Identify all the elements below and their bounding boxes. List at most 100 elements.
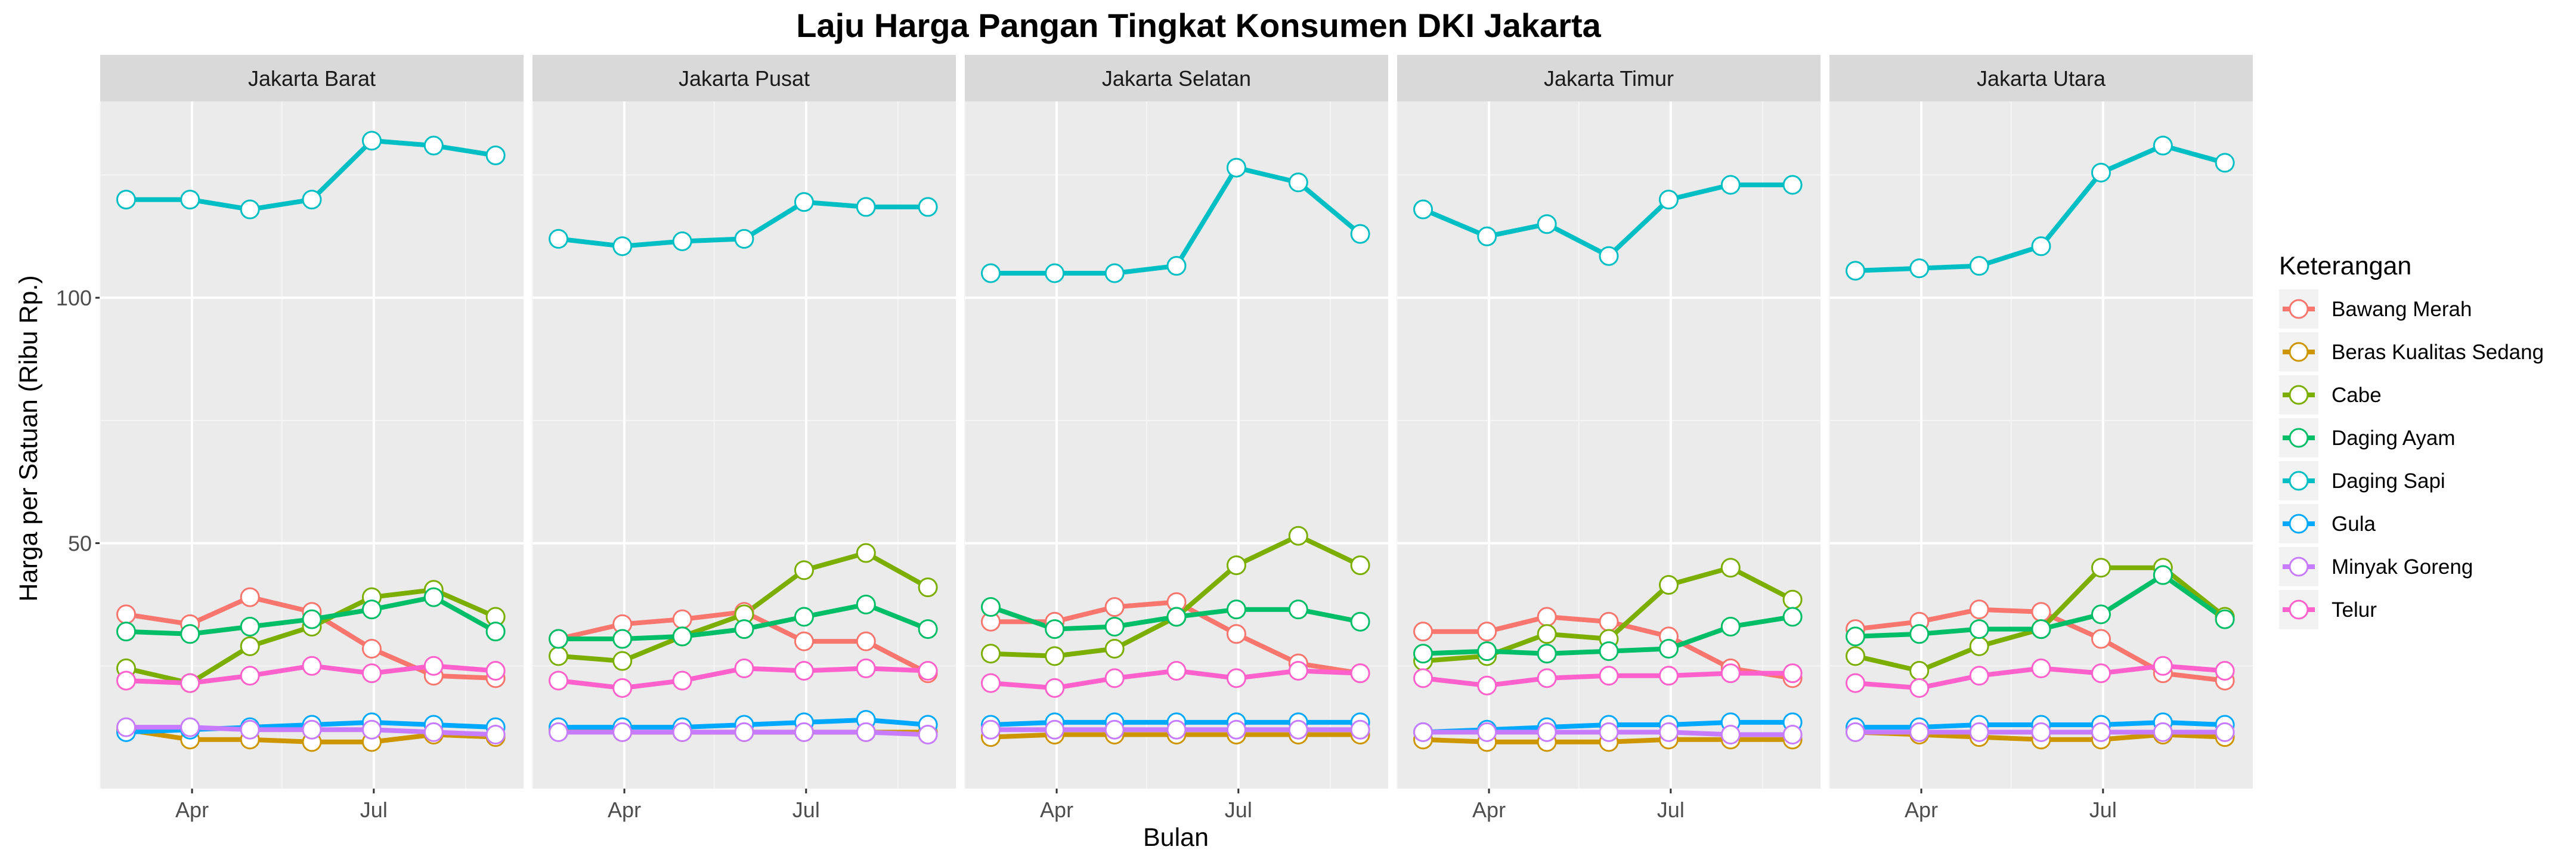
data-point-daging-ayam [1782, 607, 1803, 627]
data-point-daging-sapi [1599, 246, 1619, 266]
facet-strip [532, 55, 956, 101]
x-tick-label: Jul [1657, 798, 1685, 822]
data-point-telur [485, 661, 506, 681]
data-point-minyak-goreng [1166, 719, 1187, 740]
y-tick-label: 50 [68, 532, 92, 556]
data-point-minyak-goreng [1782, 724, 1803, 744]
data-point-daging-ayam [240, 616, 260, 636]
data-point-bawang-merah [794, 631, 814, 651]
data-point-telur [1045, 678, 1065, 698]
data-point-bawang-merah [856, 631, 876, 651]
data-point-daging-sapi [1537, 214, 1557, 234]
legend-key-point [2289, 342, 2309, 362]
data-point-daging-sapi [1658, 190, 1679, 210]
data-point-minyak-goreng [1599, 722, 1619, 742]
data-point-cabe [1226, 555, 1246, 576]
data-point-daging-sapi [734, 228, 754, 249]
data-point-daging-sapi [116, 190, 137, 210]
data-point-cabe [1846, 646, 1866, 666]
data-point-telur [1782, 663, 1803, 684]
data-point-minyak-goreng [1104, 719, 1125, 740]
data-point-telur [1537, 668, 1557, 688]
x-tick-label: Apr [175, 798, 209, 822]
x-tick-label: Apr [608, 798, 641, 822]
data-point-telur [918, 661, 938, 681]
data-point-daging-sapi [240, 199, 260, 220]
legend-key-point [2289, 385, 2309, 405]
data-point-minyak-goreng [1477, 722, 1497, 742]
legend-label: Daging Sapi [2332, 469, 2445, 493]
x-tick-label: Jul [2089, 798, 2117, 822]
data-point-minyak-goreng [1537, 722, 1557, 742]
data-point-minyak-goreng [672, 722, 692, 742]
data-point-daging-sapi [180, 190, 200, 210]
data-point-telur [1226, 668, 1246, 688]
data-point-telur [1350, 663, 1370, 684]
data-point-daging-ayam [1288, 600, 1308, 620]
data-point-daging-ayam [1166, 607, 1187, 627]
data-point-daging-sapi [1104, 263, 1125, 283]
data-point-cabe [2091, 558, 2111, 578]
facet-strip [1397, 55, 1820, 101]
data-point-cabe [1288, 526, 1308, 546]
data-point-daging-ayam [485, 622, 506, 642]
data-point-telur [1846, 673, 1866, 693]
data-point-minyak-goreng [423, 722, 444, 742]
data-point-cabe [794, 560, 814, 580]
data-point-telur [180, 673, 200, 693]
data-point-telur [423, 656, 444, 676]
data-point-cabe [1104, 638, 1125, 659]
data-point-cabe [612, 651, 633, 671]
data-point-cabe [981, 644, 1001, 664]
data-point-minyak-goreng [302, 719, 322, 740]
legend-item-gula: Gula [2279, 504, 2376, 543]
data-point-bawang-merah [116, 604, 137, 625]
legend-label: Bawang Merah [2332, 298, 2472, 321]
data-point-daging-ayam [794, 607, 814, 627]
data-point-daging-ayam [116, 622, 137, 642]
data-point-bawang-merah [1226, 624, 1246, 644]
x-tick-label: Apr [1905, 798, 1938, 822]
data-point-minyak-goreng [981, 719, 1001, 740]
data-point-bawang-merah [1537, 607, 1557, 627]
data-point-minyak-goreng [2215, 722, 2235, 742]
data-point-daging-sapi [1045, 263, 1065, 283]
data-point-daging-sapi [981, 263, 1001, 283]
data-point-bawang-merah [1599, 611, 1619, 632]
data-point-daging-sapi [1226, 157, 1246, 178]
data-point-daging-ayam [2153, 565, 2173, 585]
data-point-bawang-merah [2091, 629, 2111, 649]
data-point-daging-sapi [485, 146, 506, 166]
x-axis-title: Bulan [1143, 823, 1209, 852]
data-point-daging-sapi [2215, 153, 2235, 173]
facet-strip [965, 55, 1388, 101]
data-point-minyak-goreng [1288, 719, 1308, 740]
data-point-daging-sapi [1477, 226, 1497, 246]
data-point-telur [1288, 661, 1308, 681]
legend-key-point [2289, 514, 2309, 534]
data-point-daging-ayam [981, 597, 1001, 617]
data-point-daging-ayam [1969, 619, 1989, 639]
data-point-telur [856, 658, 876, 678]
data-point-telur [612, 678, 633, 698]
data-point-bawang-merah [240, 587, 260, 607]
data-point-bawang-merah [1104, 597, 1125, 617]
data-point-daging-sapi [856, 197, 876, 217]
data-point-daging-sapi [1413, 199, 1433, 220]
data-point-daging-sapi [423, 135, 444, 156]
data-point-daging-sapi [2091, 162, 2111, 183]
data-point-daging-sapi [2153, 135, 2173, 156]
data-point-telur [1658, 666, 1679, 686]
legend-key-point [2289, 428, 2309, 448]
data-point-cabe [918, 577, 938, 598]
panel-jakarta-barat: Jakarta Barat Apr Jul [100, 55, 524, 822]
data-point-telur [2031, 658, 2051, 678]
data-point-telur [240, 666, 260, 686]
data-point-minyak-goreng [240, 719, 260, 740]
data-point-cabe [1909, 661, 1930, 681]
data-point-daging-sapi [612, 236, 633, 257]
legend: Keterangan Bawang Merah Beras Kualitas Se… [2279, 252, 2544, 629]
data-point-daging-ayam [1104, 616, 1125, 636]
data-point-cabe [1350, 555, 1370, 576]
data-point-daging-ayam [1909, 624, 1930, 644]
